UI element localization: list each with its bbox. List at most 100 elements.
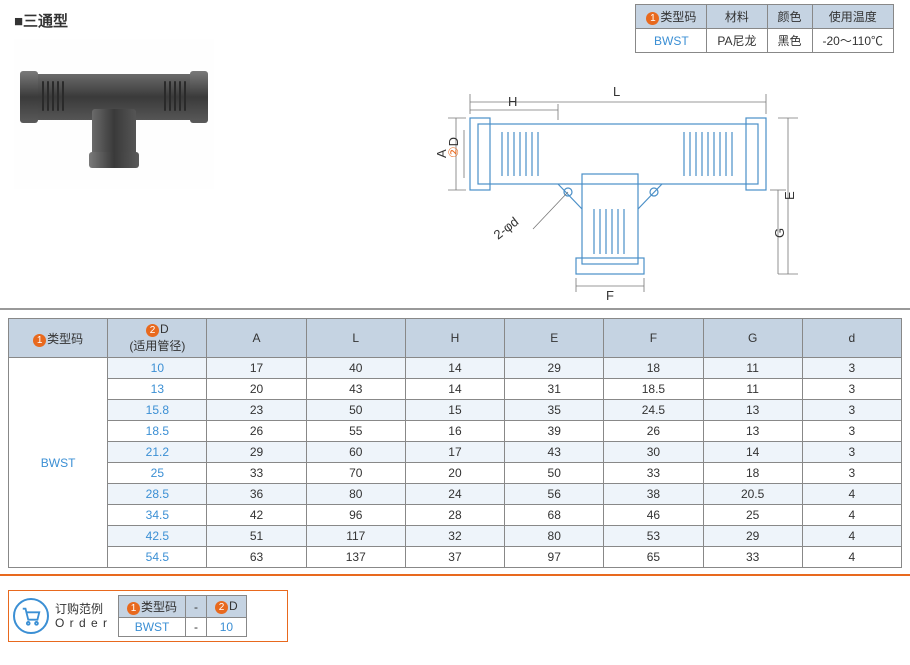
spec-row: 28.5368024563820.54	[9, 484, 902, 505]
spec-row: 42.551117328053294	[9, 526, 902, 547]
spec-cell: 56	[505, 484, 604, 505]
spec-cell: 51	[207, 526, 306, 547]
spec-cell: 30	[604, 442, 703, 463]
spec-cell: 50	[505, 463, 604, 484]
spec-cell: 43	[306, 379, 405, 400]
spec-row: 34.54296286846254	[9, 505, 902, 526]
product-photo	[14, 39, 214, 189]
spec-cell: 55	[306, 421, 405, 442]
spec-h4: H	[405, 319, 504, 358]
spec-cell: 37	[405, 547, 504, 568]
spec-cell: 25	[703, 505, 802, 526]
left-panel: ■三通型	[8, 4, 248, 304]
dim-E: E	[782, 191, 797, 200]
spec-cell: 80	[306, 484, 405, 505]
spec-cell: 4	[802, 505, 901, 526]
spec-row: 54.563137379765334	[9, 547, 902, 568]
dim-F: F	[606, 288, 614, 303]
spec-cell: 35	[505, 400, 604, 421]
otab-h2: 2D	[207, 596, 247, 618]
spec-cell: 11	[703, 358, 802, 379]
spec-cell: 13	[703, 400, 802, 421]
dim-L: L	[613, 84, 620, 99]
dim-d: 2-φd	[491, 214, 522, 243]
spec-cell: 3	[802, 400, 901, 421]
spec-cell: 3	[802, 442, 901, 463]
spec-table: 1类型码2D(适用管径)ALHEFGd BWST1017401429181131…	[8, 318, 902, 568]
spec-cell: 42	[207, 505, 306, 526]
page-title: ■三通型	[14, 10, 242, 31]
spec-cell: 43	[505, 442, 604, 463]
material-table: 1类型码 材料 颜色 使用温度 BWST PA尼龙 黑色 -20～110℃	[635, 4, 894, 53]
spec-cell: 13	[108, 379, 207, 400]
spec-cell: 21.2	[108, 442, 207, 463]
spec-h5: E	[505, 319, 604, 358]
spec-row: 15.82350153524.5133	[9, 400, 902, 421]
spec-cell: 18.5	[108, 421, 207, 442]
dim-D-marker: ②	[446, 146, 461, 158]
spec-cell: 68	[505, 505, 604, 526]
spec-cell: 15.8	[108, 400, 207, 421]
spec-cell: 29	[207, 442, 306, 463]
spec-cell: 24.5	[604, 400, 703, 421]
spec-cell: 24	[405, 484, 504, 505]
spec-cell: 20	[405, 463, 504, 484]
spec-cell: 18.5	[604, 379, 703, 400]
spec-cell: 34.5	[108, 505, 207, 526]
spec-cell: 40	[306, 358, 405, 379]
spec-cell: 32	[405, 526, 504, 547]
spec-row: 21.22960174330143	[9, 442, 902, 463]
spec-cell: 17	[405, 442, 504, 463]
spec-cell: 26	[604, 421, 703, 442]
order-label: 订购范例 O r d e r	[55, 602, 108, 630]
mtab-h3: 使用温度	[812, 5, 893, 29]
spec-cell: 23	[207, 400, 306, 421]
spec-h6: F	[604, 319, 703, 358]
spec-cell: 18	[604, 358, 703, 379]
spec-cell: 4	[802, 526, 901, 547]
spec-cell: 70	[306, 463, 405, 484]
spec-cell: 117	[306, 526, 405, 547]
otab-c1: -	[186, 618, 207, 637]
spec-cell: 16	[405, 421, 504, 442]
spec-cell: 20	[207, 379, 306, 400]
mtab-h1: 材料	[707, 5, 767, 29]
spec-cell: 15	[405, 400, 504, 421]
mtab-c1: PA尼龙	[707, 29, 767, 53]
spec-cell: 50	[306, 400, 405, 421]
spec-cell: 46	[604, 505, 703, 526]
spec-cell: 25	[108, 463, 207, 484]
spec-row: 132043143118.5113	[9, 379, 902, 400]
dim-H: H	[508, 94, 517, 109]
spec-h0: 1类型码	[9, 319, 108, 358]
svg-text:②D: ②D	[446, 137, 461, 158]
spec-cell: 13	[703, 421, 802, 442]
tee-fitting	[24, 59, 204, 169]
order-example: 订购范例 O r d e r 1类型码 - 2D BWST - 10	[8, 590, 288, 642]
spec-cell: 26	[207, 421, 306, 442]
spec-cell: 33	[207, 463, 306, 484]
spec-cell: 63	[207, 547, 306, 568]
spec-cell: 28.5	[108, 484, 207, 505]
cart-icon	[13, 598, 49, 634]
spec-table-wrap: 1类型码2D(适用管径)ALHEFGd BWST1017401429181131…	[0, 310, 910, 576]
mtab-c3: -20～110℃	[812, 29, 893, 53]
spec-row: BWST101740142918113	[9, 358, 902, 379]
mtab-c2: 黑色	[767, 29, 812, 53]
spec-h3: L	[306, 319, 405, 358]
spec-cell: 33	[703, 547, 802, 568]
spec-cell: 3	[802, 379, 901, 400]
spec-h2: A	[207, 319, 306, 358]
spec-cell: 31	[505, 379, 604, 400]
spec-cell: 17	[207, 358, 306, 379]
spec-cell: 80	[505, 526, 604, 547]
spec-cell: 65	[604, 547, 703, 568]
spec-row: 18.52655163926133	[9, 421, 902, 442]
spec-h8: d	[802, 319, 901, 358]
top-section: ■三通型 1类型码 材料 颜色 使用温度 BWST PA尼龙 黑色 -20～11…	[0, 0, 910, 310]
spec-cell: 54.5	[108, 547, 207, 568]
spec-cell: 29	[703, 526, 802, 547]
spec-cell: 4	[802, 547, 901, 568]
spec-cell: 137	[306, 547, 405, 568]
spec-cell: 29	[505, 358, 604, 379]
